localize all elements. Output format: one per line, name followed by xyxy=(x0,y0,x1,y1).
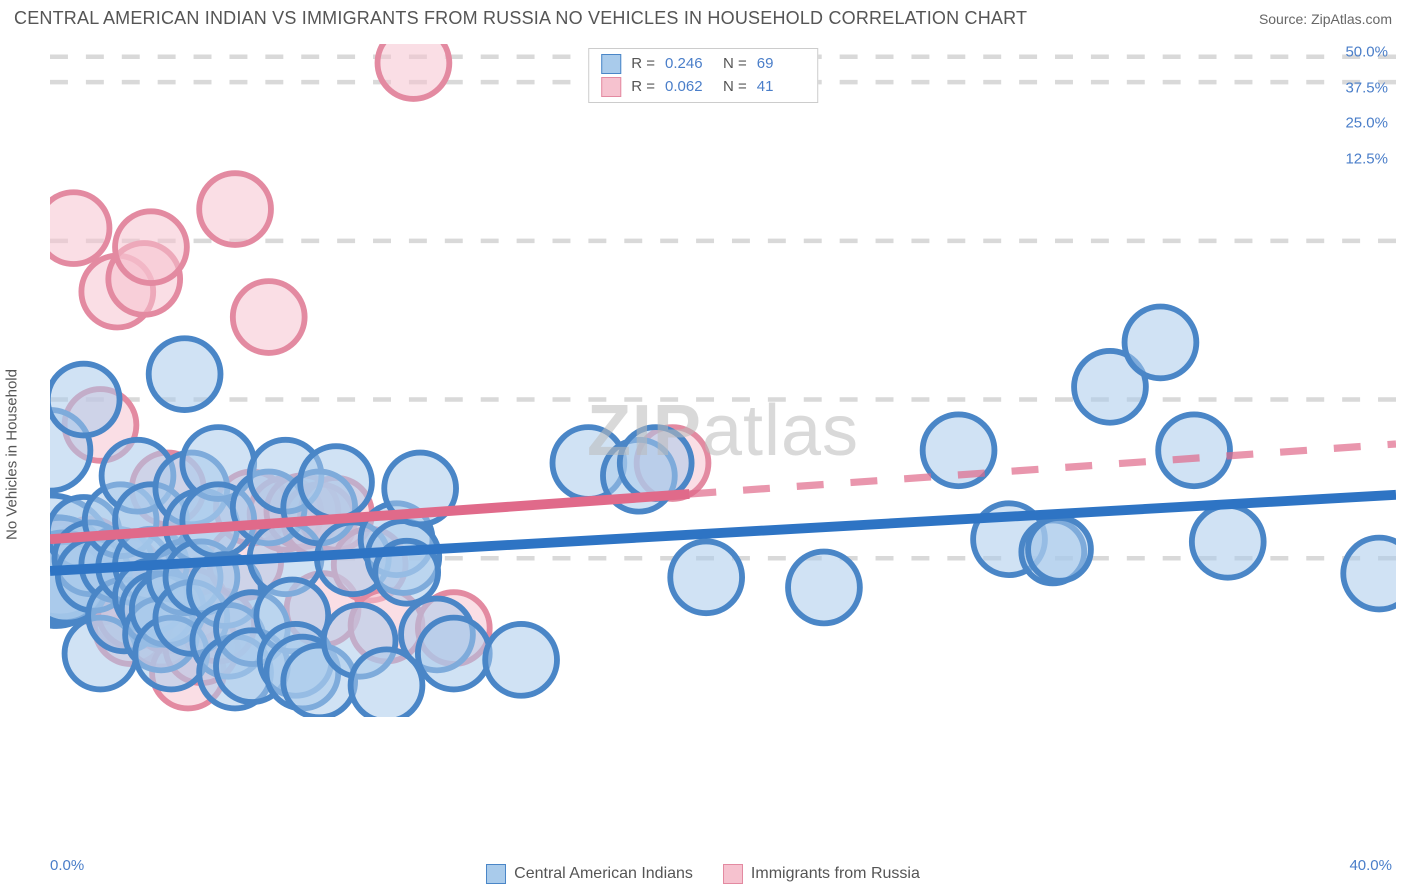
swatch-icon xyxy=(723,864,743,884)
chart-title: CENTRAL AMERICAN INDIAN VS IMMIGRANTS FR… xyxy=(14,8,1027,29)
x-tick: 40.0% xyxy=(1349,857,1392,874)
legend-item-rus: Immigrants from Russia xyxy=(723,864,920,884)
y-axis-label: No Vehicles in Household xyxy=(4,369,21,540)
legend-label: Immigrants from Russia xyxy=(751,865,920,883)
stat-n-label: N = xyxy=(723,53,747,76)
stat-n-value: 69 xyxy=(757,53,805,76)
stats-row-rus: R = 0.062 N = 41 xyxy=(601,76,805,99)
y-tick: 25.0% xyxy=(1345,115,1388,132)
y-tick: 12.5% xyxy=(1345,150,1388,167)
stats-legend-box: R = 0.246 N = 69 R = 0.062 N = 41 xyxy=(588,48,818,103)
bottom-legend: 0.0% Central American Indians Immigrants… xyxy=(0,864,1406,884)
x-tick: 0.0% xyxy=(50,857,84,874)
y-tick: 37.5% xyxy=(1345,79,1388,96)
legend-item-cai: Central American Indians xyxy=(486,864,693,884)
swatch-icon xyxy=(486,864,506,884)
stat-r-label: R = xyxy=(631,53,655,76)
scatter-plot xyxy=(50,44,1396,717)
swatch-icon xyxy=(601,77,621,97)
swatch-icon xyxy=(601,54,621,74)
stat-r-value: 0.062 xyxy=(665,76,713,99)
stat-r-label: R = xyxy=(631,76,655,99)
stat-r-value: 0.246 xyxy=(665,53,713,76)
stat-n-label: N = xyxy=(723,76,747,99)
chart-area: ZIPatlas 12.5%25.0%37.5%50.0% xyxy=(50,44,1396,850)
stat-n-value: 41 xyxy=(757,76,805,99)
source-label: Source: ZipAtlas.com xyxy=(1259,11,1392,27)
y-tick: 50.0% xyxy=(1345,44,1388,61)
stats-row-cai: R = 0.246 N = 69 xyxy=(601,53,805,76)
legend-label: Central American Indians xyxy=(514,865,693,883)
